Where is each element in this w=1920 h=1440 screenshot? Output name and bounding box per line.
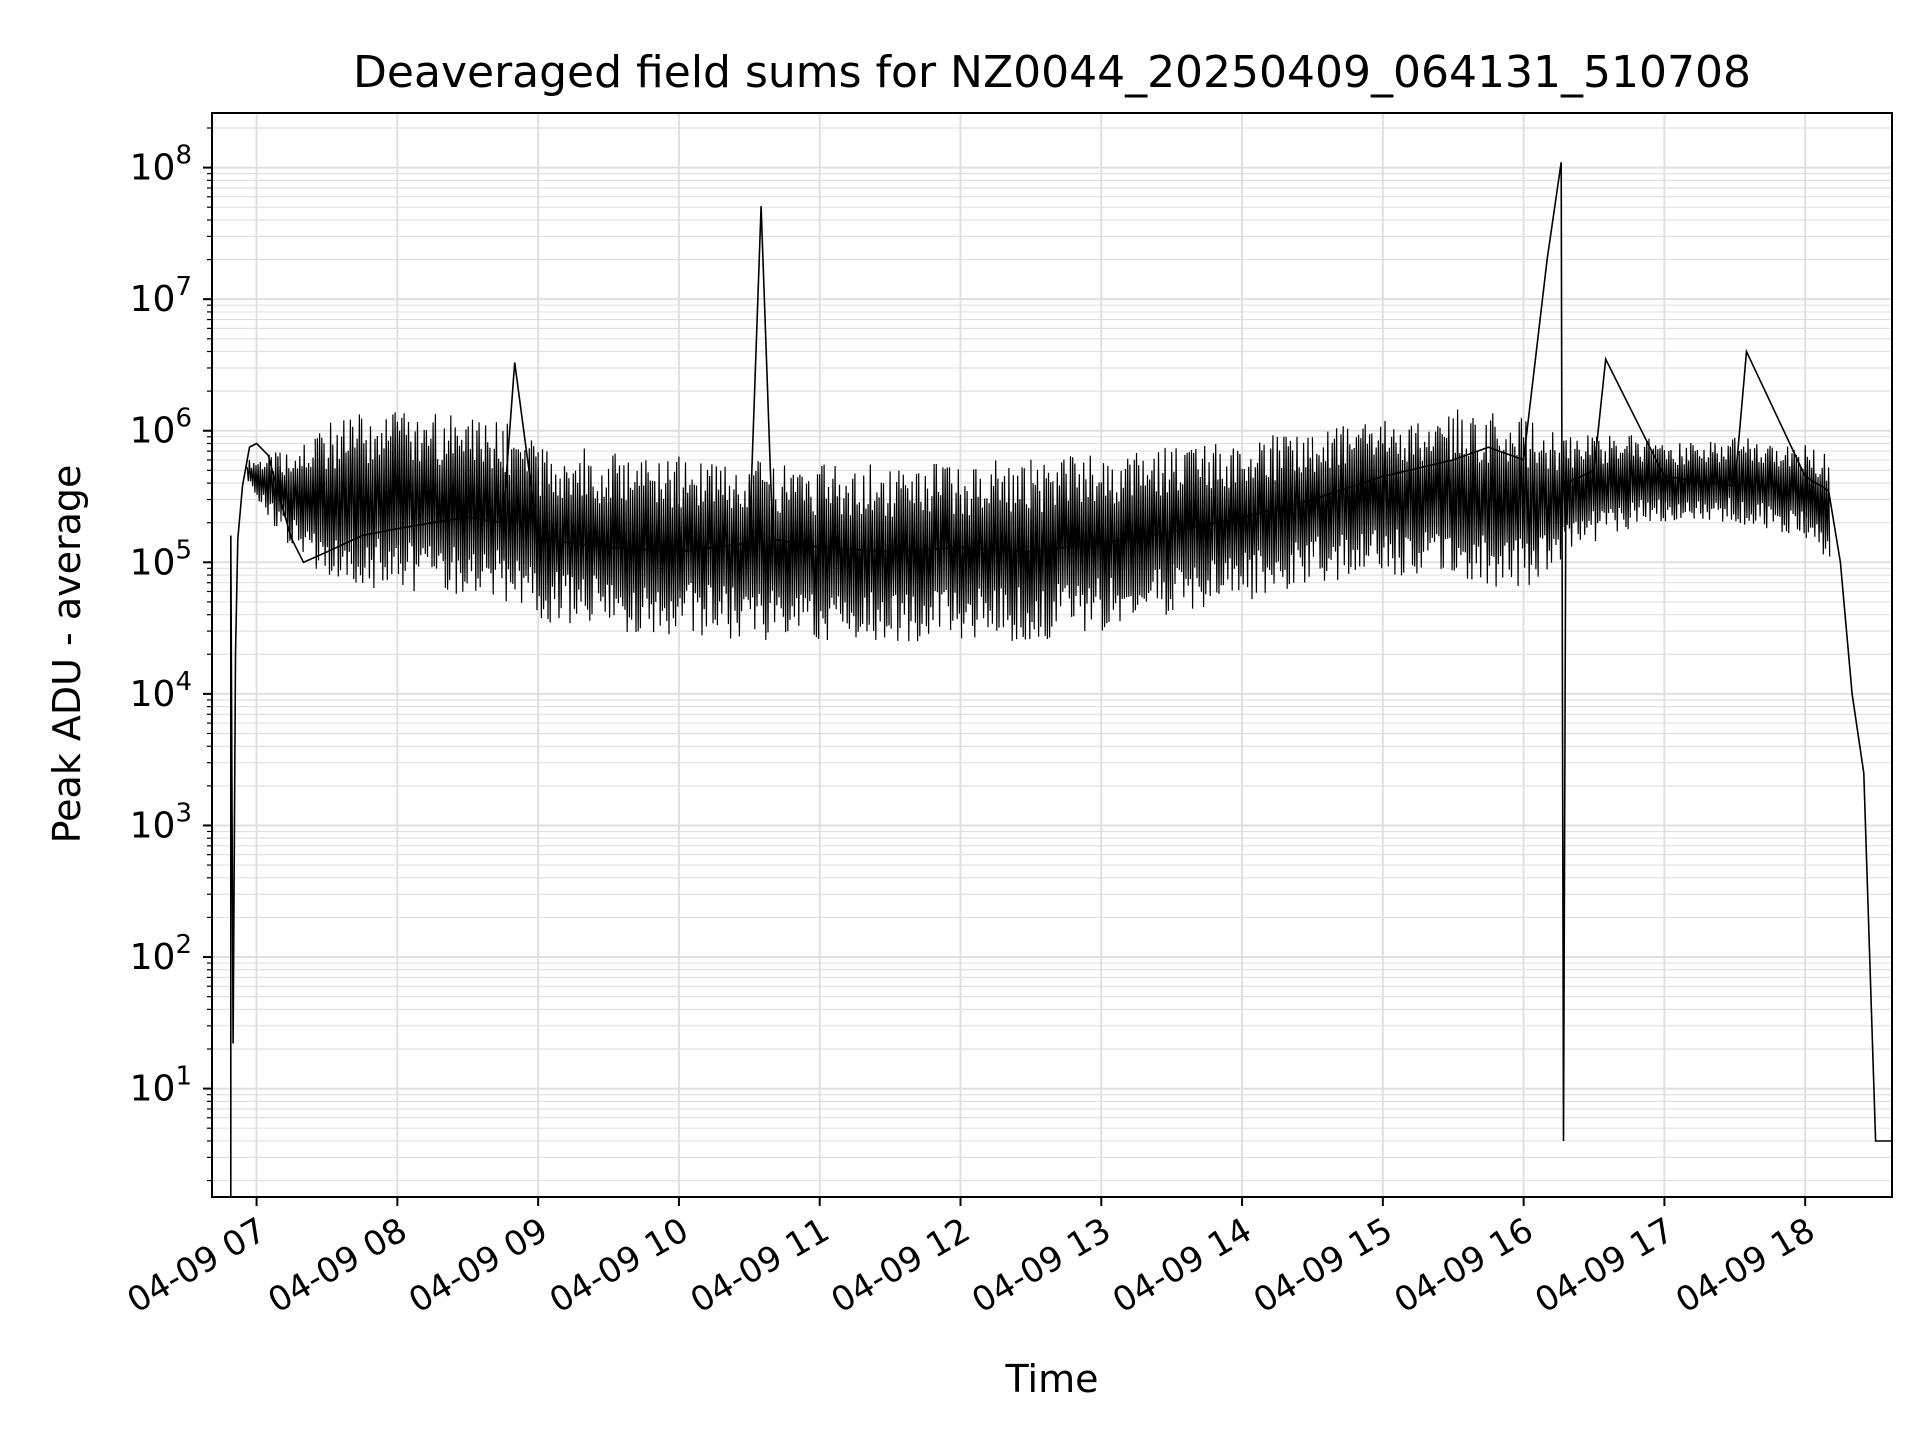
y-axis-title: Peak ADU - average <box>45 465 89 844</box>
x-tick-label: 04-09 09 <box>402 1210 554 1321</box>
noise-band <box>1030 455 1103 640</box>
noise-band <box>502 423 540 611</box>
y-tick-label: 101 <box>130 1062 192 1110</box>
data-layer <box>230 162 1892 1197</box>
x-tick-label: 04-09 13 <box>965 1210 1117 1321</box>
x-tick-label: 04-09 16 <box>1388 1210 1540 1321</box>
x-tick-label: 04-09 08 <box>261 1210 413 1321</box>
x-tick-label: 04-09 11 <box>684 1210 836 1321</box>
y-tick-label: 106 <box>130 404 192 452</box>
noise-band <box>1171 444 1244 609</box>
noise-band <box>1734 438 1807 538</box>
noise-band <box>1569 435 1631 547</box>
noise-band <box>1628 435 1667 522</box>
noise-band <box>1523 421 1573 585</box>
grid-layer <box>212 113 1892 1197</box>
plot-frame <box>211 112 1893 1198</box>
x-tick-label: 04-09 07 <box>121 1210 273 1321</box>
y-tick-label: 105 <box>130 535 192 583</box>
noise-band <box>246 452 282 527</box>
noise-band <box>748 461 822 641</box>
noise-band <box>537 448 611 624</box>
noise-band <box>279 444 317 569</box>
noise-band <box>1241 435 1315 600</box>
y-tick-label: 103 <box>130 798 192 846</box>
noise-band <box>1804 445 1831 557</box>
y-tick-label: 107 <box>130 272 192 320</box>
noise-band <box>1382 416 1455 576</box>
noise-band <box>1100 447 1174 631</box>
noise-band <box>1311 424 1385 581</box>
noise-band <box>314 419 353 577</box>
noise-band <box>819 464 892 641</box>
x-axis-title: Time <box>1005 1357 1099 1401</box>
x-tick-label: 04-09 17 <box>1529 1210 1681 1321</box>
noise-band <box>349 412 400 589</box>
noise-band <box>678 456 751 639</box>
x-tick-label: 04-09 18 <box>1669 1210 1821 1321</box>
y-tick-label: 102 <box>130 930 192 978</box>
x-tick-label: 04-09 12 <box>825 1210 977 1321</box>
noise-band <box>889 463 963 642</box>
noise-band <box>607 453 681 635</box>
noise-band <box>443 415 505 595</box>
y-tick-label: 104 <box>130 667 192 715</box>
x-tick-label: 04-09 14 <box>1106 1210 1258 1321</box>
noise-band <box>959 460 1033 641</box>
chart-title: Deaveraged field sums for NZ0044_2025040… <box>353 47 1751 98</box>
x-tick-label: 04-09 10 <box>543 1210 695 1321</box>
noise-band <box>1663 437 1737 522</box>
noise-band <box>396 413 446 592</box>
series-line <box>230 162 1892 1197</box>
x-tick-label: 04-09 15 <box>1247 1210 1399 1321</box>
y-tick-label: 108 <box>130 141 192 189</box>
noise-band <box>1452 409 1526 587</box>
